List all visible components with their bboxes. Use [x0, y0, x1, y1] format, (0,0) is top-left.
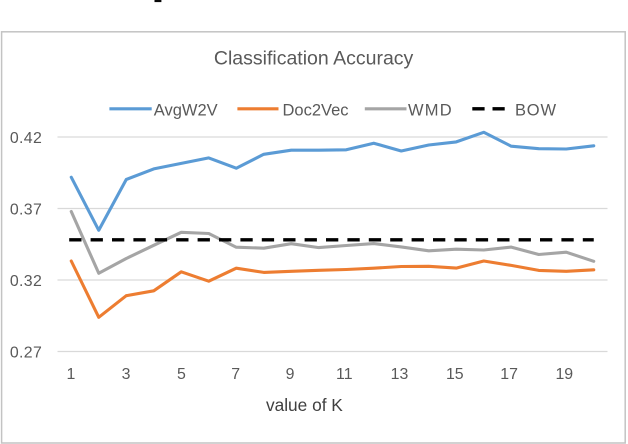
- svg-text:11: 11: [336, 366, 353, 383]
- svg-text:0.37: 0.37: [10, 202, 42, 219]
- svg-text:value of K: value of K: [266, 395, 343, 415]
- svg-text:13: 13: [391, 366, 409, 383]
- svg-text:5: 5: [177, 366, 186, 383]
- svg-text:1: 1: [66, 366, 75, 383]
- svg-text:BOW: BOW: [515, 101, 557, 119]
- svg-text:Doc2Vec: Doc2Vec: [283, 101, 349, 119]
- svg-text:7: 7: [231, 366, 240, 383]
- svg-text:9: 9: [286, 366, 295, 383]
- svg-text:AvgW2V: AvgW2V: [154, 101, 218, 119]
- svg-text:Classification Accuracy: Classification Accuracy: [214, 47, 414, 69]
- svg-text:19: 19: [555, 366, 573, 383]
- svg-text:0.42: 0.42: [10, 130, 42, 147]
- svg-text:17: 17: [500, 366, 518, 383]
- svg-text:WMD: WMD: [408, 101, 453, 119]
- svg-text:3: 3: [122, 366, 131, 383]
- svg-text:0.32: 0.32: [10, 273, 42, 290]
- svg-text:15: 15: [446, 366, 464, 383]
- svg-text:0.27: 0.27: [10, 345, 42, 362]
